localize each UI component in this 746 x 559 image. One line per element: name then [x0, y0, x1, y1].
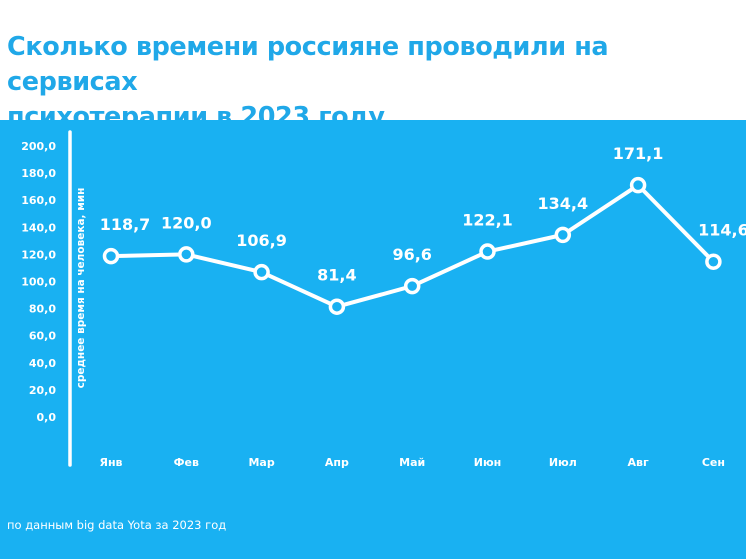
data-label: 134,4 [537, 194, 588, 213]
y-tick-label: 0,0 [37, 411, 57, 424]
source-note: по данным big data Yota за 2023 год [7, 518, 227, 532]
x-tick-label: Апр [325, 456, 349, 469]
data-label: 118,7 [100, 215, 151, 234]
x-tick-label: Янв [99, 456, 122, 469]
y-axis-title: среднее время на человека, мин [75, 188, 87, 389]
chart-title-line-1: Сколько времени россияне проводили на се… [7, 32, 609, 97]
line-chart: 0,0 20,0 40,0 60,0 80,0 100,0 120,0 140,0 160,0 1… [21, 130, 746, 469]
x-tick-label: Июн [474, 456, 502, 469]
data-point [253, 263, 270, 281]
y-tick-label: 160,0 [21, 194, 56, 207]
data-point [554, 226, 572, 244]
chart-title: Сколько времени россияне проводили на се… [7, 30, 727, 135]
data-label: 122,1 [462, 211, 513, 230]
data-point [102, 247, 120, 265]
x-tick-label: Авг [627, 456, 648, 469]
y-tick-label: 180,0 [21, 167, 56, 180]
x-tick-label: Сен [702, 456, 725, 469]
x-tick-label: Июл [549, 456, 577, 469]
data-point [705, 253, 722, 270]
y-tick-label: 100,0 [21, 276, 56, 289]
chart-panel: 0,0 20,0 40,0 60,0 80,0 100,0 120,0 140,0 160,0 1… [0, 120, 746, 559]
x-tick-label: Мар [248, 456, 274, 469]
y-tick-label: 120,0 [21, 248, 56, 261]
data-point [178, 246, 195, 263]
data-label: 106,9 [236, 231, 287, 250]
data-point [629, 176, 647, 194]
y-tick-label: 140,0 [21, 221, 56, 234]
data-point [403, 277, 421, 295]
data-point [479, 243, 496, 260]
y-tick-label: 20,0 [29, 384, 56, 397]
x-tick-label: Фев [174, 456, 199, 469]
data-label: 171,1 [613, 144, 664, 163]
y-tick-label: 200,0 [21, 140, 56, 153]
y-tick-label: 80,0 [29, 303, 56, 316]
y-tick-label: 60,0 [29, 330, 56, 343]
data-label: 114,6 [698, 221, 746, 240]
y-tick-label: 40,0 [29, 357, 56, 370]
data-label: 96,6 [392, 245, 431, 264]
data-label: 81,4 [317, 266, 356, 285]
x-tick-label: Май [399, 456, 425, 469]
data-point [328, 298, 346, 315]
data-label: 120,0 [161, 213, 212, 232]
